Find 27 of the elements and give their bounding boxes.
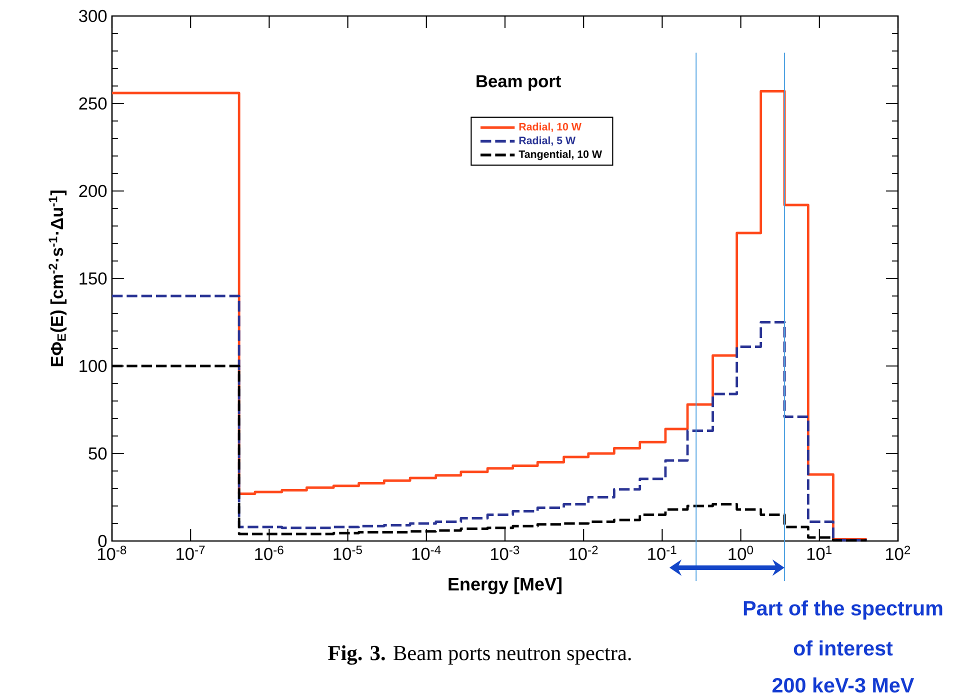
x-tick-label: 10$^{2}$	[886, 546, 910, 560]
x-tick-label: 10$^{-7}$	[176, 546, 205, 560]
text: 200 keV-3 MeV	[772, 677, 914, 693]
legend-title: Beam port	[476, 75, 561, 91]
text: Fig. 3. Beam ports neutron spectra.	[328, 645, 631, 665]
x-tick-label: 10$^{1}$	[807, 546, 832, 560]
x-tick-label: 10$^{0}$	[728, 546, 754, 560]
text: EΦ$_{E}$(E) [cm$^{-2}$·s$^{-1}$·Δu$^{-1}$]	[48, 190, 67, 366]
text: of interest	[794, 640, 893, 656]
y-tick-label: 50	[88, 447, 107, 460]
y-tick-label: 100	[80, 360, 107, 372]
legend-label: Radial, 10 W	[519, 122, 582, 132]
y-tick-label: 250	[79, 97, 107, 110]
x-tick-label: 10$^{-3}$	[490, 546, 520, 560]
y-tick-label: 150	[80, 272, 107, 285]
legend-label: Tangential, 10 W	[518, 150, 602, 160]
y-tick-label: 300	[79, 10, 107, 22]
text: Part of the spectrum	[744, 600, 942, 620]
legend-label: Radial, 5 W	[519, 136, 576, 146]
x-tick-label: 10$^{-6}$	[255, 546, 284, 560]
x-tick-label: 10$^{-2}$	[570, 546, 598, 560]
x-axis-title: Energy [MeV]	[448, 577, 562, 594]
y-tick-label: 0	[98, 534, 107, 548]
x-tick-label: 10$^{-4}$	[412, 546, 441, 560]
x-tick-label: 10$^{-1}$	[648, 546, 676, 560]
x-tick-label: 10$^{-5}$	[334, 546, 362, 560]
y-tick-label: 200	[79, 184, 107, 198]
